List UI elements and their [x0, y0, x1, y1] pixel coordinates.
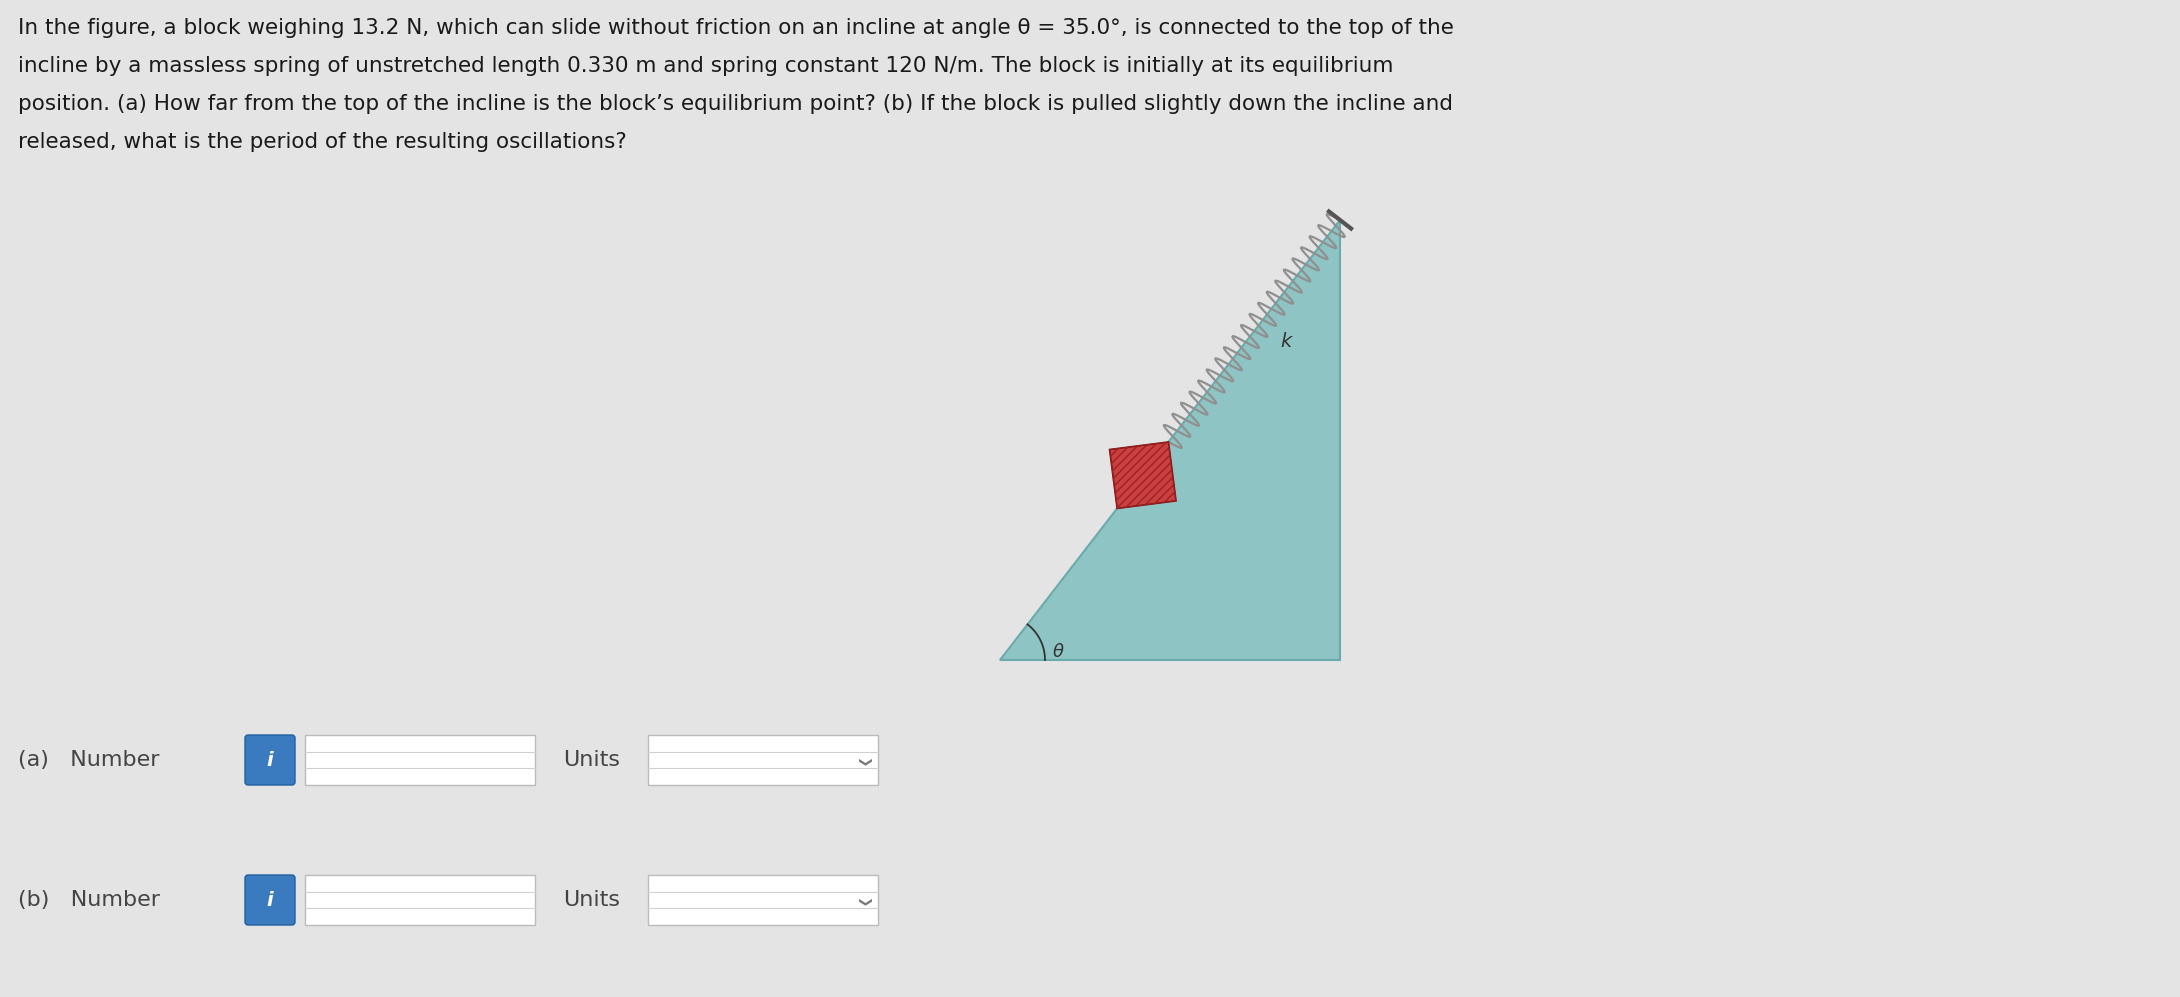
Text: i: i	[266, 751, 272, 770]
Text: Units: Units	[562, 750, 619, 770]
FancyBboxPatch shape	[244, 875, 294, 925]
Polygon shape	[1110, 442, 1175, 508]
Text: Units: Units	[562, 890, 619, 910]
Text: released, what is the period of the resulting oscillations?: released, what is the period of the resu…	[17, 132, 628, 152]
FancyBboxPatch shape	[305, 735, 534, 785]
FancyBboxPatch shape	[244, 735, 294, 785]
Text: (a)   Number: (a) Number	[17, 750, 159, 770]
Text: position. (a) How far from the top of the incline is the block’s equilibrium poi: position. (a) How far from the top of th…	[17, 94, 1454, 114]
Text: ❯: ❯	[857, 757, 870, 768]
Text: incline by a massless spring of unstretched length 0.330 m and spring constant 1: incline by a massless spring of unstretc…	[17, 56, 1393, 76]
Text: k: k	[1280, 332, 1293, 351]
Text: (b)   Number: (b) Number	[17, 890, 159, 910]
FancyBboxPatch shape	[305, 875, 534, 925]
Text: ❯: ❯	[857, 896, 870, 907]
FancyBboxPatch shape	[647, 875, 879, 925]
FancyBboxPatch shape	[647, 735, 879, 785]
Text: θ: θ	[1053, 643, 1064, 661]
Text: In the figure, a block weighing 13.2 N, which can slide without friction on an i: In the figure, a block weighing 13.2 N, …	[17, 18, 1454, 38]
Text: i: i	[266, 890, 272, 909]
Polygon shape	[1001, 220, 1341, 660]
